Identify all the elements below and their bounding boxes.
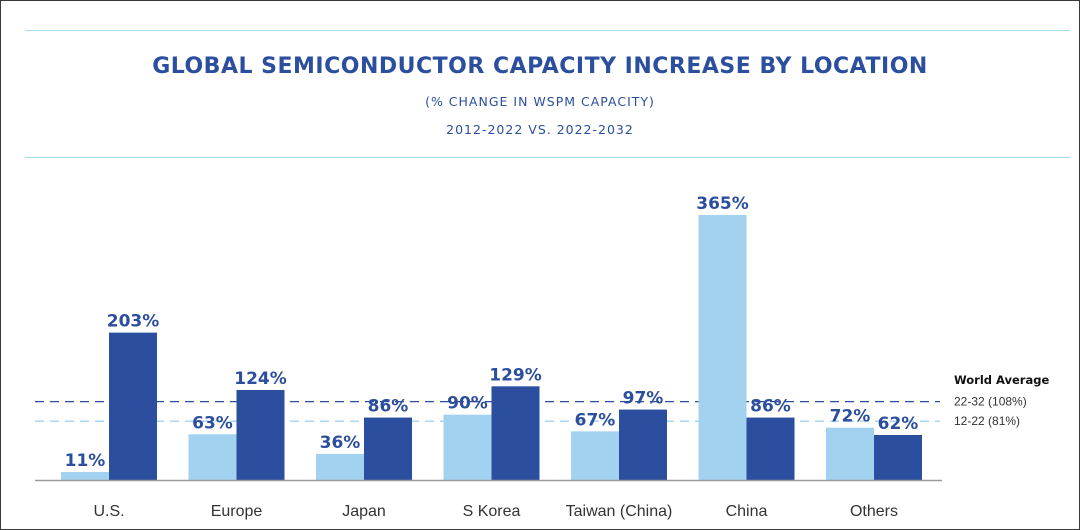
data-label-series1-1: 63% <box>192 413 233 433</box>
data-label-series1-0: 11% <box>65 451 106 471</box>
data-label-series2-1: 124% <box>234 369 287 389</box>
header-rule <box>25 157 1070 158</box>
bar-series2-0 <box>109 332 157 480</box>
data-label-series2-2: 86% <box>368 397 409 417</box>
world-average-label-2: 12-22 (81%) <box>954 414 1020 428</box>
data-label-series2-5: 86% <box>750 397 791 417</box>
bar-series1-0 <box>61 472 109 480</box>
data-label-series2-3: 129% <box>489 365 542 385</box>
world-average-title: World Average <box>954 373 1049 387</box>
chart-subtitle-measure: (% CHANGE IN WSPM CAPACITY) <box>425 94 655 109</box>
data-label-series1-5: 365% <box>696 194 749 214</box>
category-label-6: Others <box>850 503 898 520</box>
top-rule <box>25 30 1070 31</box>
bar-series2-2 <box>364 417 412 480</box>
bar-series2-1 <box>236 389 285 480</box>
bar-series2-6 <box>874 434 922 480</box>
bar-series1-6 <box>826 427 874 480</box>
bar-series2-3 <box>491 386 540 480</box>
bar-series1-5 <box>698 215 747 480</box>
data-label-series1-4: 67% <box>575 410 616 430</box>
data-label-series1-3: 90% <box>447 394 488 414</box>
category-label-5: China <box>726 503 768 520</box>
category-label-4: Taiwan (China) <box>566 503 673 520</box>
bar-series1-4 <box>571 431 619 480</box>
bar-series2-4 <box>619 409 667 480</box>
chart-title: GLOBAL SEMICONDUCTOR CAPACITY INCREASE B… <box>152 54 928 79</box>
data-label-series2-6: 62% <box>878 414 919 434</box>
bar-series1-3 <box>443 414 492 480</box>
data-label-series2-0: 203% <box>107 312 160 332</box>
category-label-0: U.S. <box>93 503 124 520</box>
data-label-series2-4: 97% <box>623 389 664 409</box>
category-label-1: Europe <box>211 503 263 520</box>
category-label-2: Japan <box>342 503 386 520</box>
bar-series1-2 <box>316 453 364 480</box>
data-label-series1-2: 36% <box>320 433 361 453</box>
chart-subtitle-periods: 2012-2022 VS. 2022-2032 <box>446 122 634 137</box>
bar-series2-5 <box>746 417 795 480</box>
bar-series1-1 <box>188 434 237 480</box>
data-label-series1-6: 72% <box>830 407 871 427</box>
category-label-3: S Korea <box>463 503 521 520</box>
world-average-label-1: 22-32 (108%) <box>954 395 1027 409</box>
